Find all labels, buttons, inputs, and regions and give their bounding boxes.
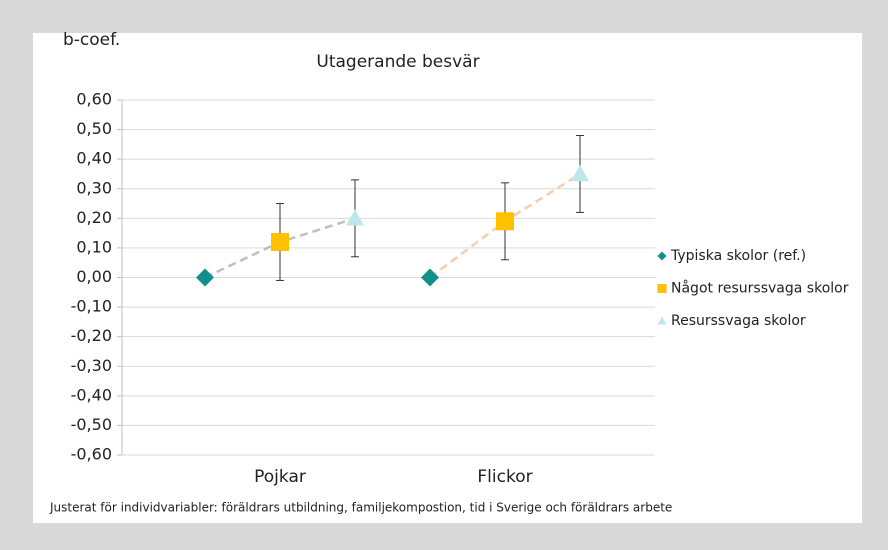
y-tick-label: 0,60 [76,90,112,109]
y-tick-label: -0,20 [71,326,112,345]
legend-label: Typiska skolor (ref.) [670,248,806,264]
point [571,164,589,182]
y-axis-label: b-coef. [63,30,120,50]
x-tick-label: Flickor [477,467,532,487]
y-tick-label: 0,00 [76,267,112,286]
y-tick-label: -0,60 [71,445,112,464]
chart-title: Utagerande besvär [316,52,479,72]
legend-label: Något resurssvaga skolor [671,280,849,297]
legend-marker [657,284,667,293]
y-tick-label: -0,30 [71,356,112,375]
point [496,212,514,231]
y-tick-label: 0,30 [76,178,112,197]
legend-marker [657,316,667,325]
legend-label: Resurssvaga skolor [671,313,806,329]
y-tick-label: 0,10 [76,237,112,256]
y-tick-label: 0,50 [76,119,112,138]
point [196,268,214,287]
y-tick-label: 0,40 [76,149,112,168]
point [271,233,289,251]
point [346,209,364,226]
footnote: Justerat för individvariabler: föräldrar… [49,501,672,515]
y-tick-label: -0,10 [71,297,112,316]
legend-marker [657,251,667,261]
point [421,268,439,287]
y-tick-label: -0,40 [71,385,112,404]
x-tick-label: Pojkar [254,467,306,487]
y-tick-label: -0,50 [71,415,112,434]
y-tick-label: 0,20 [76,208,112,227]
